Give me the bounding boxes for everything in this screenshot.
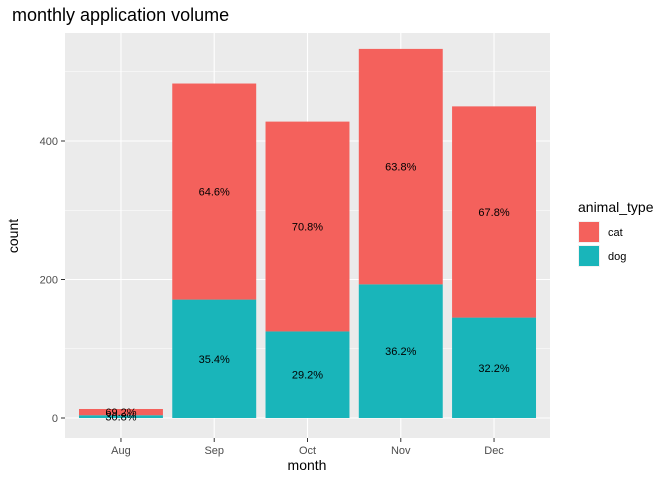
bar-label-dog-sep: 35.4% <box>199 354 230 366</box>
legend-label-dog: dog <box>608 251 626 263</box>
y-axis: 0 200 400 <box>40 136 65 425</box>
x-tick-label: Sep <box>204 445 224 457</box>
legend-swatch-cat <box>579 222 599 242</box>
bar-label-cat-oct: 70.8% <box>292 222 323 234</box>
bar-label-cat-dec: 67.8% <box>478 207 509 219</box>
bar-dog-oct <box>265 331 350 418</box>
bars <box>78 48 537 418</box>
chart-title: monthly application volume <box>12 5 229 25</box>
x-axis-title: month <box>288 457 327 473</box>
bar-cat-nov <box>358 48 443 285</box>
bar-dog-aug <box>78 415 163 418</box>
bar-dog-nov <box>358 284 443 418</box>
legend-title: animal_type <box>578 199 654 215</box>
bar-label-dog-dec: 32.2% <box>478 363 509 375</box>
x-tick-label: Nov <box>391 445 411 457</box>
legend-items: cat dog <box>578 221 626 267</box>
x-tick-label: Oct <box>299 445 316 457</box>
bar-label-cat-sep: 64.6% <box>199 187 230 199</box>
bar-labels: 30.8%69.2% 35.4% 64.6% 29.2% 70.8% 36.2% 63.8%… <box>105 162 509 424</box>
y-tick-label: 0 <box>52 413 58 425</box>
y-tick-label: 400 <box>40 136 58 148</box>
x-axis: Aug Sep Oct Nov Dec <box>111 438 504 457</box>
legend: animal_type cat dog <box>578 199 654 267</box>
x-tick-label: Aug <box>111 445 131 457</box>
bar-cat-aug <box>78 408 163 416</box>
bar-label-cat-nov: 63.8% <box>385 162 416 174</box>
bar-cat-dec <box>452 106 537 318</box>
y-tick-label: 200 <box>40 275 58 287</box>
bar-dog-dec <box>452 317 537 418</box>
bar-label-dog-nov: 36.2% <box>385 346 416 358</box>
bar-cat-sep <box>172 83 257 300</box>
bar-label-cat-aug: 69.2% <box>105 407 136 419</box>
bar-dog-sep <box>172 299 257 418</box>
y-axis-title: count <box>5 219 21 253</box>
bar-cat-oct <box>265 121 350 332</box>
x-tick-label: Dec <box>484 445 504 457</box>
legend-swatch-dog <box>579 246 599 266</box>
legend-label-cat: cat <box>608 227 623 239</box>
bar-label-dog-oct: 29.2% <box>292 370 323 382</box>
bar-label-dog-aug: 30.8% <box>105 412 136 424</box>
